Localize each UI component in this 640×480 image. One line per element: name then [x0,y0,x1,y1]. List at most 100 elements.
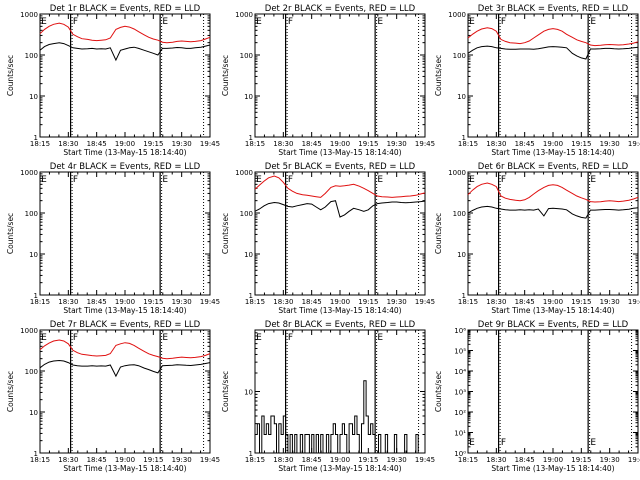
y-tick-label: 1 [249,450,253,458]
y-axis-label: Counts/sec [6,55,15,96]
x-tick-label: 19:00 [330,298,350,306]
flag-e: E [590,438,596,448]
x-tick-label: 19:45 [200,456,220,464]
x-tick-label: 18:30 [58,140,78,148]
y-tick-label: 10 [457,251,466,259]
plot-frame [39,329,211,454]
flag-e: E [590,17,596,27]
x-tick-label: 19:15 [358,140,378,148]
y-axis-label: Counts/sec [434,371,443,412]
flag-f: F [73,175,78,185]
flag-f: F [288,17,293,27]
flag-e: E [162,333,168,343]
series-events-line [39,359,211,378]
x-tick-label: 18:45 [515,298,535,306]
x-tick-label: 19:15 [143,456,163,464]
y-axis-label: Counts/sec [6,213,15,254]
plot-frame [254,171,426,296]
x-tick-label: 19:00 [330,140,350,148]
y-tick-label: 100 [240,210,253,218]
x-tick-label: 18:15 [30,298,50,306]
y-tick-label: 10 [244,389,253,397]
x-tick-label: 18:45 [302,298,322,306]
x-tick-label: 18:30 [486,140,506,148]
y-tick-label: 10 [29,409,38,417]
x-tick-label: 19:30 [600,456,620,464]
x-tick-label: 19:00 [115,456,135,464]
series-events-line [467,45,639,60]
y-axis-label: Counts/sec [434,213,443,254]
y-tick-label: 10 [29,93,38,101]
panel-title: Det 9r BLACK = Events, RED = LLD [478,320,629,330]
x-tick-label: 18:15 [245,456,265,464]
panel-title: Det 2r BLACK = Events, RED = LLD [265,4,416,14]
panel-det-8: Det 8r BLACK = Events, RED = LLD 1 10 18:15… [221,320,435,473]
series-events-line [255,380,426,454]
y-tick-label: 10 [244,251,253,259]
x-axis-label: Start Time (13-May-15 18:14:40) [63,306,186,315]
flag-e: E [41,175,47,185]
y-tick-label: 1000 [448,169,466,177]
x-tick-label: 18:30 [273,298,293,306]
flag-e: E [162,17,168,27]
x-tick-label: 18:30 [486,456,506,464]
y-axis-label: Counts/sec [221,55,230,96]
x-tick-label: 18:45 [515,140,535,148]
x-tick-label: 19:45 [415,456,435,464]
flag-e: E [256,17,262,27]
y-tick-label: 1 [249,134,253,142]
x-tick-label: 19:45 [200,298,220,306]
series-lld-line [254,175,426,198]
y-axis-label: Counts/sec [434,55,443,96]
y-tick-label: 100 [25,368,38,376]
panel-title: Det 3r BLACK = Events, RED = LLD [478,4,629,14]
series-events-line [39,42,211,62]
y-tick-label: 1000 [20,11,38,19]
x-axis-label: Start Time (13-May-15 18:14:40) [278,148,401,157]
y-tick-label: 10⁵ [454,348,466,356]
flag-e: E [41,17,47,27]
flag-e: E [469,175,475,185]
x-tick-label: 18:30 [273,456,293,464]
panel-det-3: Det 3r BLACK = Events, RED = LLD 1 10 100 10… [434,4,640,157]
x-tick-label: 18:30 [58,298,78,306]
y-tick-label: 10⁶ [454,327,466,335]
x-tick-label: 19:30 [387,298,407,306]
series-lld-line [467,182,639,203]
plot-frame [467,329,639,454]
panel-det-4: Det 4r BLACK = Events, RED = LLD 1 10 100 10… [6,162,220,315]
y-tick-label: 100 [453,52,466,60]
series-lld-line [39,339,211,360]
x-tick-label: 19:30 [172,298,192,306]
flag-e: E [377,333,383,343]
y-tick-label: 10¹ [454,430,466,438]
panel-title: Det 4r BLACK = Events, RED = LLD [50,162,201,172]
x-tick-label: 18:15 [458,140,478,148]
panel-title: Det 8r BLACK = Events, RED = LLD [265,320,416,330]
panel-det-6: Det 6r BLACK = Events, RED = LLD 1 10 100 10… [434,162,640,315]
x-tick-label: 19:15 [358,298,378,306]
panel-title: Det 7r BLACK = Events, RED = LLD [50,320,201,330]
x-tick-label: 18:15 [30,140,50,148]
x-tick-label: 19:45 [628,298,640,306]
flag-f: F [501,175,506,185]
y-tick-label: 1000 [448,11,466,19]
y-tick-label: 10 [29,251,38,259]
x-tick-label: 19:15 [358,456,378,464]
flag-e: E [590,175,596,185]
x-tick-label: 18:15 [30,456,50,464]
y-tick-label: 1 [34,292,38,300]
x-axis-label: Start Time (13-May-15 18:14:40) [491,306,614,315]
x-tick-label: 19:15 [571,140,591,148]
flag-e: E [377,175,383,185]
panel-det-7: Det 7r BLACK = Events, RED = LLD 1 10 100 10… [6,320,220,473]
y-axis-label: Counts/sec [221,213,230,254]
series-events-line [467,205,639,219]
panel-det-1: Det 1r BLACK = Events, RED = LLD 1 10 100 10… [6,4,220,157]
y-axis-label: Counts/sec [6,371,15,412]
x-tick-label: 18:30 [486,298,506,306]
series-events-line [254,200,426,218]
y-tick-label: 1000 [235,169,253,177]
plot-frame [467,13,639,138]
x-tick-label: 19:45 [200,140,220,148]
